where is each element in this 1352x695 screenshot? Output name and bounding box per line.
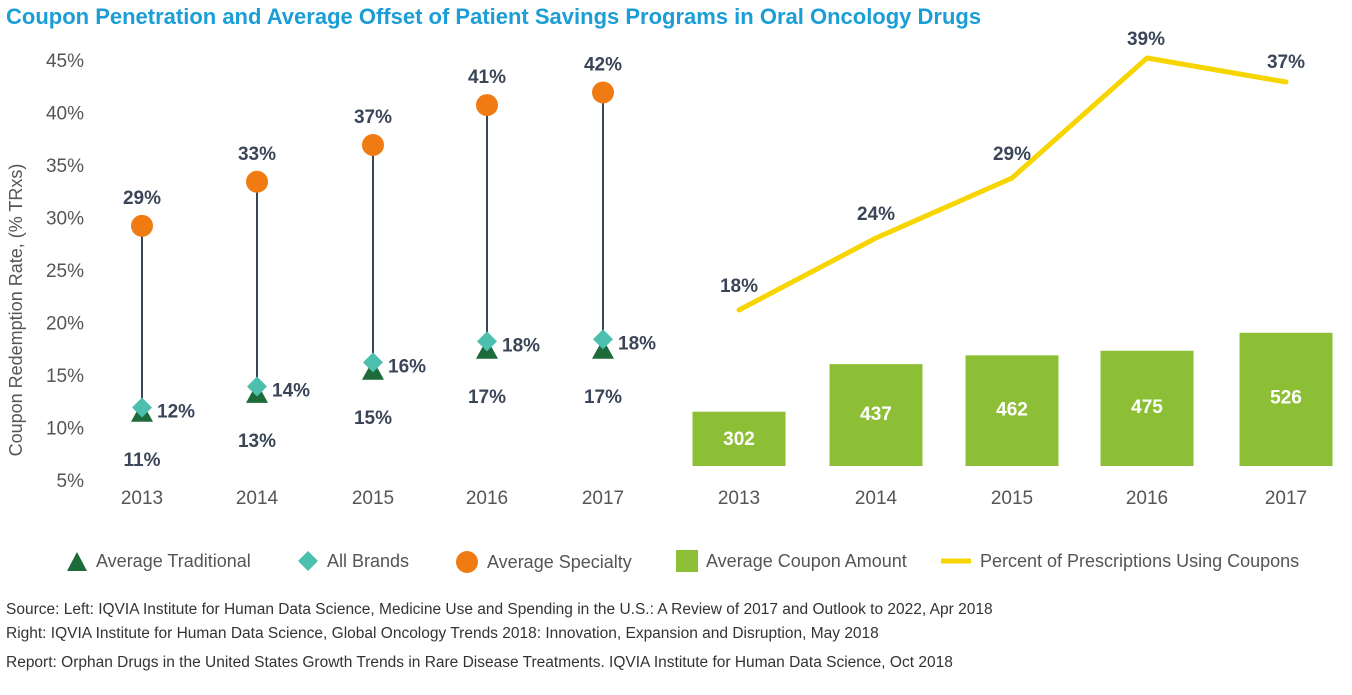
y-tick-label: 5% [57,471,85,492]
y-tick-label: 10% [46,419,84,440]
y-tick-label: 40% [46,104,84,125]
legend-item-bar: Average Coupon Amount [676,550,907,572]
legend-label-traditional: Average Traditional [96,550,251,571]
specialty-point [246,170,268,193]
line-value-label: 18% [720,276,758,297]
specialty-label: 41% [468,67,506,88]
specialty-point [476,94,498,117]
y-tick-label: 15% [46,366,84,387]
triangle-icon [67,552,87,571]
coupon-bar [1100,350,1194,466]
bar-value-label: 526 [1270,388,1302,409]
line-value-label: 39% [1127,29,1165,50]
source-left: Source: Left: IQVIA Institute for Human … [6,601,993,618]
legend-label-specialty: Average Specialty [487,551,632,572]
all-brands-point [247,376,267,397]
line-value-label: 37% [1267,52,1305,73]
specialty-label: 42% [584,55,622,76]
traditional-label: 11% [124,450,161,471]
x-tick-label-right: 2016 [1126,488,1168,509]
bar-value-label: 302 [723,429,755,450]
coupon-bar [692,411,786,466]
specialty-label: 37% [354,107,392,128]
all-brands-label: 14% [272,381,310,402]
coupon-usage-line [736,55,1289,313]
legend-label-bar: Average Coupon Amount [706,550,907,571]
y-axis-title: Coupon Redemption Rate, (% TRxs) [6,164,26,457]
specialty-label: 29% [123,188,161,209]
specialty-label: 33% [238,144,276,165]
y-tick-label: 30% [46,209,84,230]
line-swatch-icon [941,558,971,564]
line-value-label: 29% [993,144,1031,165]
all-brands-point [132,397,152,418]
coupon-bar [829,364,923,466]
specialty-point [592,81,614,104]
chart-title: Coupon Penetration and Average Offset of… [6,4,982,29]
legend-label-all-brands: All Brands [327,550,410,571]
bar-value-label: 437 [860,404,892,425]
specialty-point [131,214,153,237]
traditional-label: 13% [238,431,276,452]
all-brands-point [363,352,383,373]
legend-item-all-brands: All Brands [297,550,409,572]
y-tick-label: 20% [46,314,84,335]
all-brands-label: 12% [157,402,195,423]
chart-canvas: Coupon Redemption Rate, (% TRxs) 45% 40% 35… [6,29,1333,509]
x-tick-label-left: 2016 [466,488,508,509]
legend: Average Traditional All Brands Average S… [0,550,1352,580]
y-tick-label: 35% [46,156,84,177]
all-brands-point [593,329,613,350]
source-right: Right: IQVIA Institute for Human Data Sc… [6,625,879,642]
x-tick-label-right: 2013 [718,488,760,509]
x-tick-label-right: 2017 [1265,488,1307,509]
coupon-bar [965,355,1059,466]
x-tick-label-left: 2013 [121,488,163,509]
legend-item-specialty: Average Specialty [455,550,632,574]
legend-item-traditional: Average Traditional [66,550,251,572]
x-tick-label-right: 2014 [855,488,898,509]
all-brands-label: 18% [618,333,656,354]
x-tick-label-left: 2015 [352,488,394,509]
diamond-icon [298,551,318,571]
traditional-label: 17% [584,387,622,408]
legend-item-line: Percent of Prescriptions Using Coupons [940,550,1299,572]
circle-icon [456,551,478,573]
bar-value-label: 462 [996,399,1028,420]
x-tick-label-right: 2015 [991,488,1033,509]
bar-swatch-icon [676,550,698,572]
legend-label-line: Percent of Prescriptions Using Coupons [980,550,1300,571]
source-report: Report: Orphan Drugs in the United State… [6,654,953,671]
all-brands-label: 16% [388,356,426,377]
traditional-label: 17% [468,387,506,408]
y-tick-label: 45% [46,51,84,72]
specialty-point [362,134,384,156]
bar-value-label: 475 [1131,397,1163,418]
x-tick-label-left: 2014 [236,488,279,509]
traditional-label: 15% [354,408,392,429]
x-tick-label-left: 2017 [582,488,624,509]
coupon-bar [1239,332,1333,466]
line-value-label: 24% [857,204,895,225]
all-brands-label: 18% [502,335,540,356]
all-brands-point [477,331,497,352]
y-tick-label: 25% [46,261,84,282]
